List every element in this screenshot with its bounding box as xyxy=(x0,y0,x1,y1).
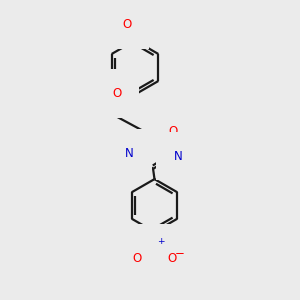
Text: N: N xyxy=(150,242,159,255)
Text: O: O xyxy=(168,125,177,138)
Text: O: O xyxy=(112,87,122,100)
Text: N: N xyxy=(174,150,183,163)
Text: O: O xyxy=(122,18,131,32)
Text: O: O xyxy=(132,252,141,266)
Text: −: − xyxy=(175,247,185,260)
Text: O: O xyxy=(168,252,177,266)
Text: +: + xyxy=(157,237,165,246)
Text: N: N xyxy=(125,147,134,160)
